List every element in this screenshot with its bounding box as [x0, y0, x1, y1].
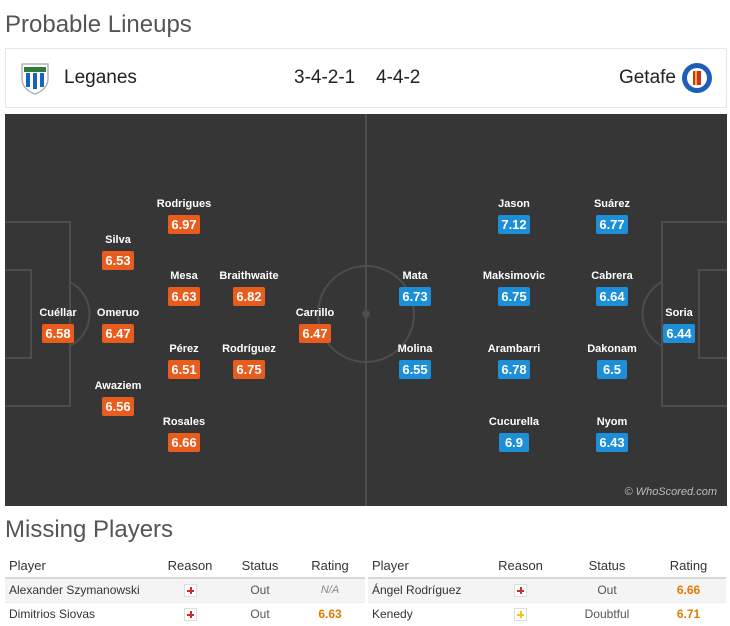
col-header-rating: Rating: [651, 554, 726, 579]
rating-badge: 6.73: [399, 287, 431, 306]
col-header-reason: Reason: [155, 554, 225, 579]
rating-badge: 6.82: [233, 287, 265, 306]
missing-players-title: Missing Players: [5, 516, 174, 543]
player-away-10[interactable]: Mata 6.73: [375, 269, 455, 306]
status-cell: Doubtful: [563, 602, 651, 626]
rating-cell: 6.71: [651, 602, 726, 626]
col-header-status: Status: [225, 554, 295, 579]
player-home-5[interactable]: Rodrigues 6.97: [156, 198, 212, 234]
table-row: Dimitrios Siovas Out 6.63: [5, 602, 365, 626]
player-home-3[interactable]: Omeruo 6.47: [96, 307, 140, 343]
rating-badge: 6.9: [499, 433, 529, 452]
player-home-11[interactable]: Carrillo 6.47: [295, 307, 335, 343]
rating-badge: 6.51: [168, 360, 200, 379]
player-away-2[interactable]: Suárez 6.77: [593, 198, 631, 234]
player-home-4[interactable]: Awaziem 6.56: [94, 380, 142, 416]
player-link[interactable]: Dimitrios Siovas: [5, 602, 155, 626]
col-header-player: Player: [368, 554, 478, 579]
col-header-rating: Rating: [295, 554, 365, 579]
player-away-9[interactable]: Cucurella 6.9: [488, 416, 540, 452]
col-header-player: Player: [5, 554, 155, 579]
status-cell: Out: [225, 578, 295, 603]
missing-players-away-table: Player Reason Status Rating Ángel Rodríg…: [368, 554, 726, 626]
table-header-row: Player Reason Status Rating: [5, 554, 365, 579]
rating-badge: 6.64: [596, 287, 628, 306]
table-row: Alexander Szymanowski Out N/A: [5, 578, 365, 603]
status-cell: Out: [563, 578, 651, 603]
home-team-name[interactable]: Leganes: [64, 67, 137, 88]
player-link[interactable]: Alexander Szymanowski: [5, 578, 155, 603]
getafe-crest-icon: [682, 63, 712, 93]
home-formation: 3-4-2-1: [294, 67, 356, 88]
table-row: Ángel Rodríguez Out 6.66: [368, 578, 726, 603]
pitch: Cuéllar 6.58 Silva 6.53 Omeruo 6.47 Awaziem…: [5, 114, 727, 506]
col-header-status: Status: [563, 554, 651, 579]
rating-badge: 6.55: [399, 360, 431, 379]
player-home-2[interactable]: Silva 6.53: [78, 233, 158, 270]
rating-cell: N/A: [295, 578, 365, 603]
injury-icon: [514, 584, 527, 598]
lineups-title: Probable Lineups: [5, 11, 192, 38]
player-home-6[interactable]: Mesa 6.63: [168, 270, 200, 306]
table-header-row: Player Reason Status Rating: [368, 554, 726, 579]
rating-badge: 6.75: [233, 360, 265, 379]
table-row: Kenedy Doubtful 6.71: [368, 602, 726, 626]
rating-badge: 6.5: [597, 360, 627, 379]
player-home-1[interactable]: Cuéllar 6.58: [39, 307, 77, 343]
player-away-6[interactable]: Jason 7.12: [498, 198, 530, 234]
rating-badge: 6.58: [42, 324, 74, 343]
rating-badge: 6.47: [102, 324, 134, 343]
missing-players-home-table: Player Reason Status Rating Alexander Sz…: [5, 554, 365, 626]
team-header: Leganes 3-4-2-1 4-4-2 Getafe: [5, 48, 727, 108]
player-link[interactable]: Ángel Rodríguez: [368, 578, 478, 603]
rating-badge: 6.53: [102, 251, 134, 270]
rating-badge: 6.66: [168, 433, 200, 452]
rating-cell: 6.66: [651, 578, 726, 603]
col-header-reason: Reason: [478, 554, 563, 579]
player-away-4[interactable]: Dakonam 6.5: [587, 343, 637, 379]
rating-badge: 6.56: [102, 397, 134, 416]
rating-badge: 6.43: [596, 433, 628, 452]
rating-badge: 6.97: [168, 215, 200, 234]
rating-badge: 6.63: [168, 287, 200, 306]
rating-badge: 6.75: [498, 287, 530, 306]
player-home-9[interactable]: Braithwaite 6.82: [219, 270, 279, 306]
player-away-3[interactable]: Cabrera 6.64: [591, 270, 633, 306]
player-away-11[interactable]: Molina 6.55: [397, 343, 433, 379]
player-away-8[interactable]: Arambarri 6.78: [487, 343, 541, 379]
rating-badge: 6.78: [498, 360, 530, 379]
injury-icon: [183, 584, 197, 598]
doubtful-injury-icon: [514, 608, 527, 622]
away-formation: 4-4-2: [376, 67, 421, 88]
player-link[interactable]: Kenedy: [368, 602, 478, 626]
rating-cell: 6.63: [295, 602, 365, 626]
rating-badge: 7.12: [498, 215, 530, 234]
player-home-8[interactable]: Rosales 6.66: [162, 416, 206, 452]
rating-badge: 6.44: [663, 324, 695, 343]
rating-badge: 6.77: [596, 215, 628, 234]
player-home-10[interactable]: Rodríguez 6.75: [222, 343, 276, 379]
away-team-name[interactable]: Getafe: [618, 67, 676, 88]
status-cell: Out: [225, 602, 295, 626]
rating-badge: 6.47: [299, 324, 331, 343]
injury-icon: [183, 608, 197, 622]
player-away-1[interactable]: Soria 6.44: [663, 307, 695, 343]
player-home-7[interactable]: Pérez 6.51: [168, 343, 200, 379]
player-away-7[interactable]: Maksimovic 6.75: [482, 270, 546, 306]
watermark: © WhoScored.com: [624, 486, 717, 498]
player-away-5[interactable]: Nyom 6.43: [596, 416, 628, 452]
leganes-crest-icon: [21, 63, 49, 95]
pitch-lines: [5, 114, 727, 506]
